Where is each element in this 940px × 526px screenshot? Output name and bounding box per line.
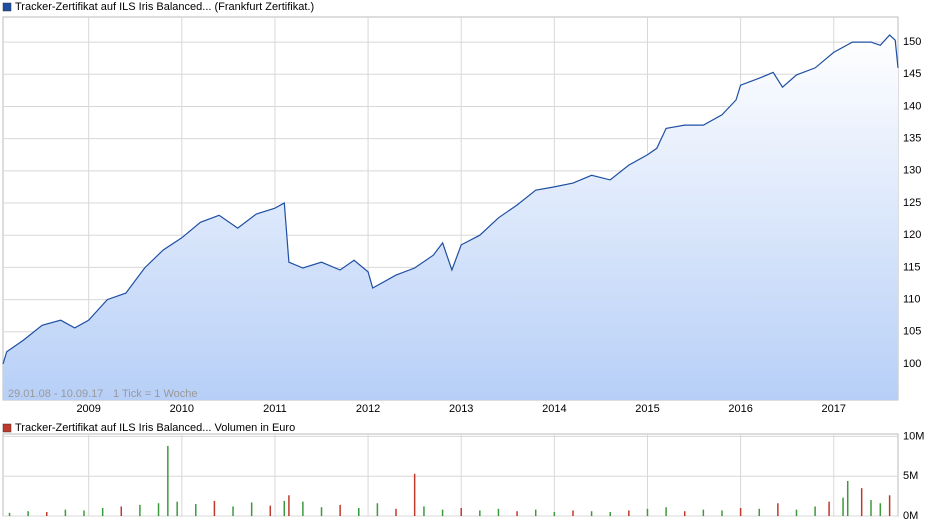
volume-bar	[758, 508, 760, 516]
volume-bar	[83, 510, 85, 516]
volume-bar	[213, 500, 216, 516]
volume-bar	[320, 507, 323, 516]
volume-bar	[553, 512, 556, 516]
legend-label: Tracker-Zertifikat auf ILS Iris Balanced…	[15, 422, 295, 434]
volume-bar	[842, 497, 844, 516]
y-tick-label: 140	[903, 100, 921, 112]
volume-bar	[139, 504, 141, 516]
volume-bar	[721, 510, 723, 516]
y-tick-label: 100	[903, 358, 921, 370]
y-tick-label: 0M	[903, 510, 918, 522]
volume-layer: 0M 5M 10M Tracker-Zertifikat auf ILS Iris B…	[2, 422, 924, 522]
volume-bar	[534, 509, 537, 516]
y-tick-label: 130	[903, 165, 921, 177]
volume-bar	[339, 504, 341, 516]
volume-bar	[702, 509, 705, 516]
y-tick-label: 135	[903, 133, 921, 145]
volume-bar	[46, 512, 48, 516]
volume-bar	[157, 503, 160, 516]
tick-note: 1 Tick = 1 Woche	[113, 388, 197, 400]
volume-bar	[269, 505, 272, 516]
x-tick-label: 2013	[449, 403, 473, 415]
volume-bar	[27, 511, 29, 516]
volume-bar	[423, 506, 425, 516]
volume-bar	[120, 506, 123, 516]
legend-label: Tracker-Zertifikat auf ILS Iris Balanced…	[15, 1, 314, 13]
y-tick-label: 5M	[903, 470, 918, 482]
y-tick-label: 115	[903, 261, 921, 273]
price-area	[3, 35, 898, 400]
x-tick-label: 2012	[356, 403, 380, 415]
volume-bar	[888, 495, 891, 516]
y-tick-label: 150	[903, 36, 921, 48]
volume-bar	[358, 508, 360, 516]
volume-bar	[101, 508, 104, 516]
volume-bar	[460, 508, 462, 516]
volume-bar	[232, 506, 234, 516]
x-tick-label: 2016	[728, 403, 752, 415]
volume-bar	[376, 503, 379, 516]
x-tick-label: 2017	[821, 403, 845, 415]
y-tick-label: 110	[903, 293, 921, 305]
y-tick-label: 105	[903, 326, 921, 338]
volume-bar	[628, 510, 630, 516]
price-layer: 100 105 110 115 120 125 130 135 140 145 150 2009 201…	[2, 1, 921, 415]
volume-bar	[167, 445, 169, 516]
x-tick-label: 2010	[170, 403, 194, 415]
volume-bar	[250, 502, 253, 516]
volume-bar	[479, 510, 481, 516]
volume-bar	[777, 503, 779, 516]
volume-bar	[395, 508, 397, 516]
volume-bar	[870, 500, 872, 516]
y-tick-label: 125	[903, 197, 921, 209]
volume-bar	[860, 488, 863, 516]
volume-bar	[683, 511, 686, 516]
volume-bar	[739, 508, 742, 516]
y-tick-label: 145	[903, 68, 921, 80]
volume-bar	[590, 511, 593, 516]
volume-panel	[2, 433, 899, 517]
volume-bar	[288, 495, 290, 516]
legend-swatch	[2, 2, 12, 12]
volume-bar	[283, 500, 286, 516]
y-tick-label: 10M	[903, 430, 924, 442]
volume-bar	[665, 507, 667, 516]
price-line	[2, 34, 899, 365]
volume-bar	[413, 473, 416, 516]
volume-bar	[64, 509, 67, 516]
x-tick-label: 2009	[76, 403, 100, 415]
volume-bar	[609, 512, 611, 516]
volume-bar	[879, 503, 882, 516]
volume-bar	[814, 506, 816, 516]
volume-bar	[195, 504, 197, 516]
legend-swatch	[2, 423, 12, 433]
y-tick-label: 120	[903, 229, 921, 241]
volume-bar	[846, 480, 849, 516]
x-tick-label: 2014	[542, 403, 566, 415]
volume-bar	[441, 509, 444, 516]
volume-bar	[8, 512, 11, 516]
volume-bar	[646, 508, 649, 516]
volume-bar	[302, 501, 304, 516]
volume-bar	[795, 509, 798, 516]
x-tick-label: 2015	[635, 403, 659, 415]
volume-bar	[497, 508, 500, 516]
date-range: 29.01.08 - 10.09.17	[8, 388, 103, 400]
x-tick-label: 2011	[263, 403, 287, 415]
volume-bar	[516, 511, 518, 516]
volume-bar	[572, 510, 574, 516]
volume-bar	[828, 501, 830, 516]
volume-bar	[176, 501, 178, 516]
